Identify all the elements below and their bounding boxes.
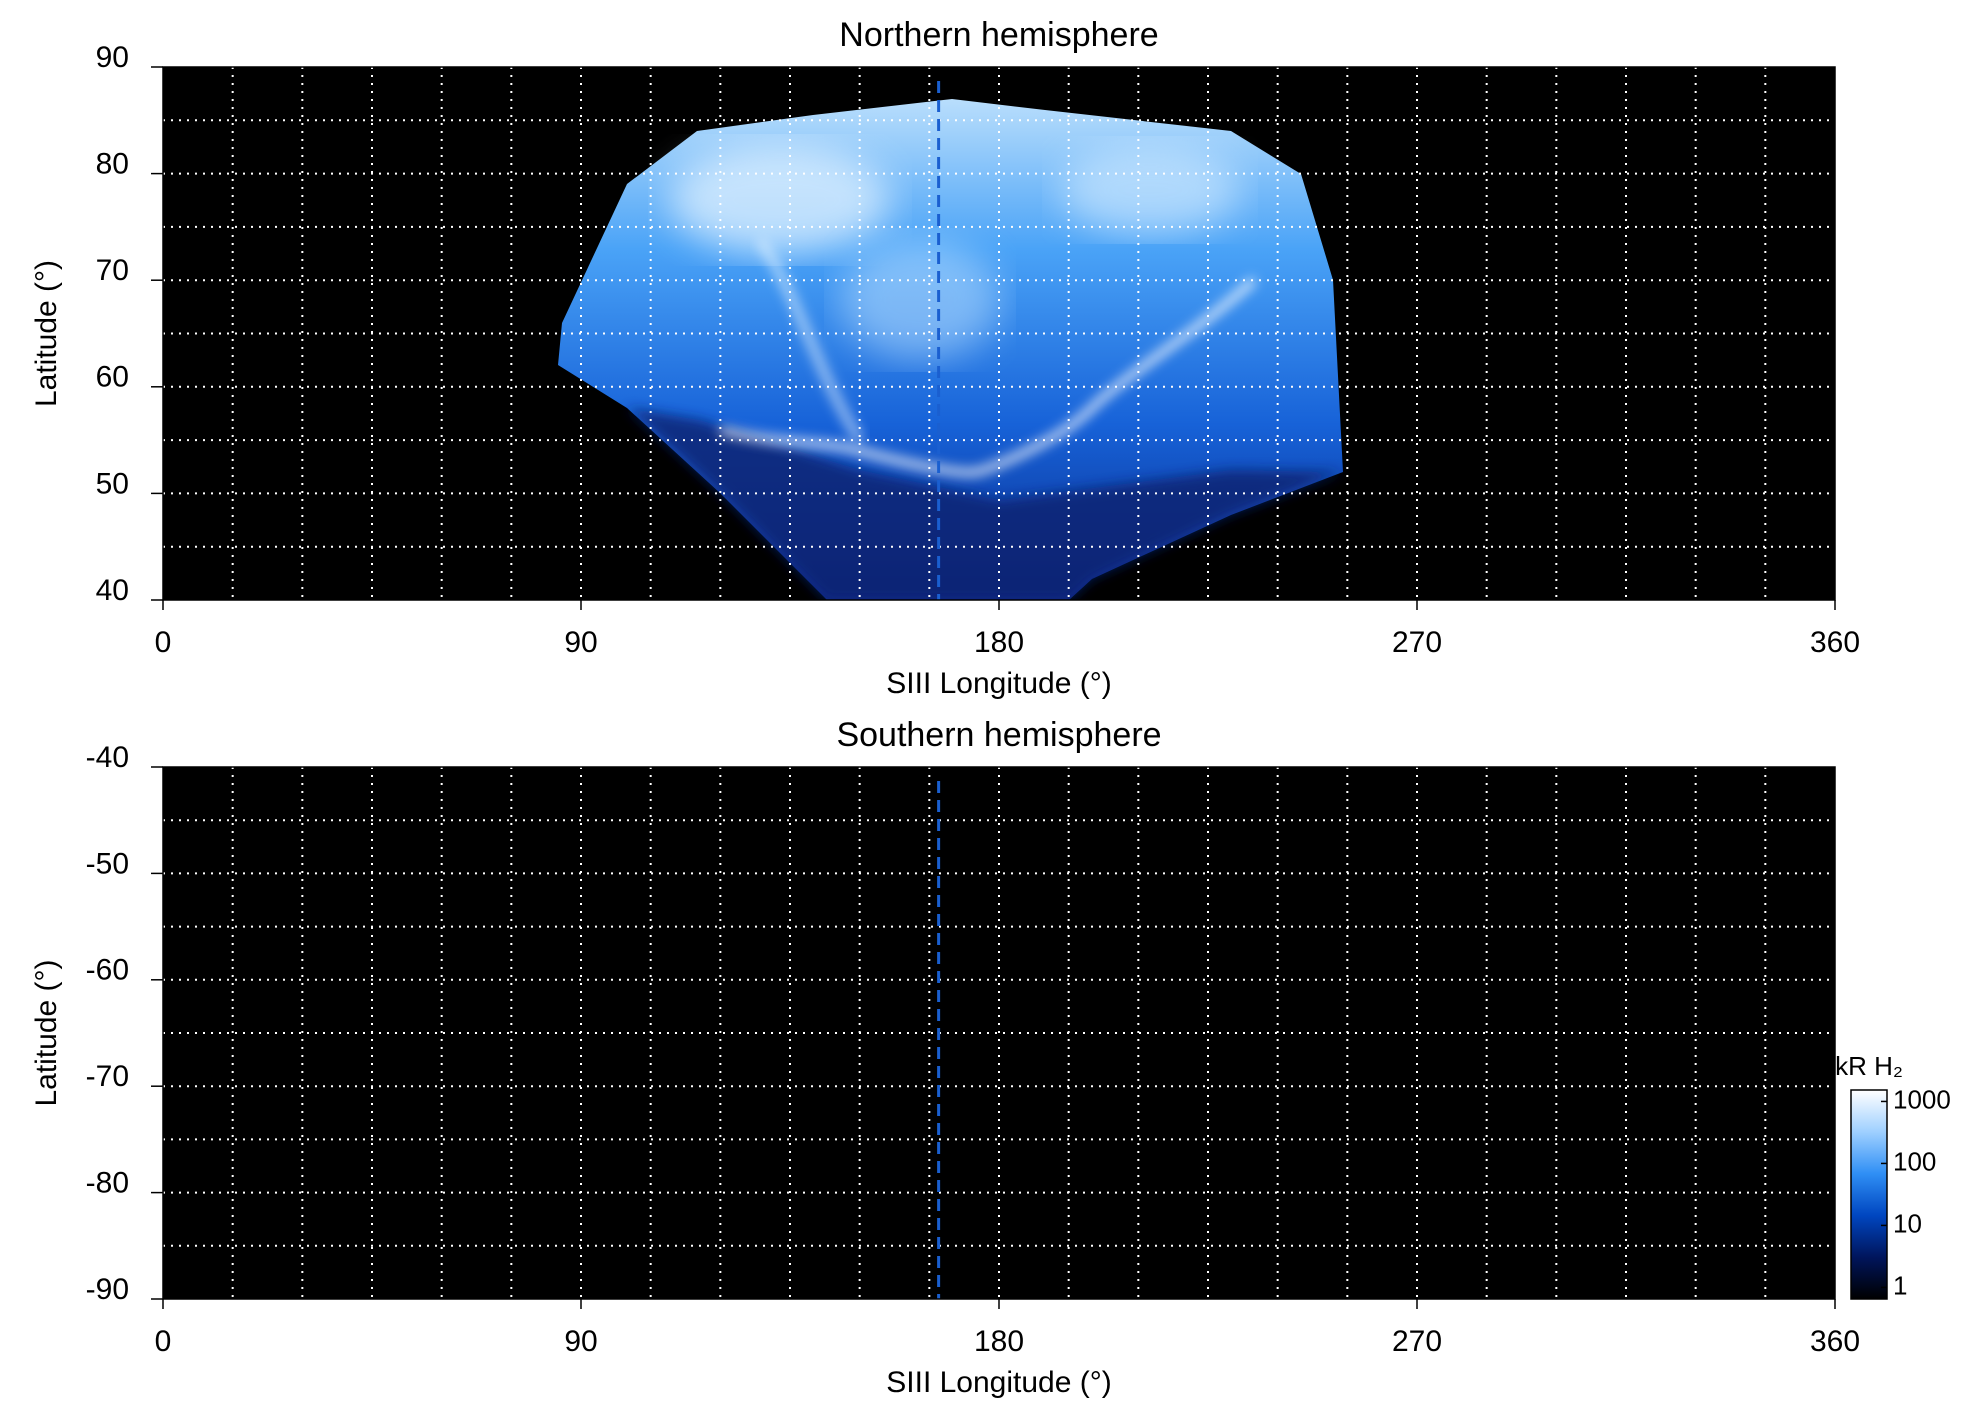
x-tick-label: 0 (155, 626, 172, 659)
y-tick-label: -40 (86, 741, 129, 774)
y-tick-label: 40 (96, 574, 129, 607)
y-tick-label: -90 (86, 1273, 129, 1306)
y-tick-label: 70 (96, 254, 129, 287)
y-tick-label: 90 (96, 41, 129, 74)
colorbar-tick-label: 100 (1893, 1146, 1936, 1176)
colorbar-tick-label: 10 (1893, 1208, 1922, 1238)
x-tick-label: 0 (155, 1325, 172, 1358)
x-tick-label: 180 (974, 1325, 1024, 1358)
y-tick-label: -60 (86, 954, 129, 987)
x-axis-label: SIII Longitude (°) (886, 667, 1111, 700)
y-tick-label: -70 (86, 1060, 129, 1093)
y-tick-label: 80 (96, 148, 129, 181)
y-tick-label: 60 (96, 361, 129, 394)
y-tick-label: -50 (86, 847, 129, 880)
x-tick-label: 270 (1392, 1325, 1442, 1358)
x-tick-label: 90 (564, 626, 597, 659)
x-tick-label: 90 (564, 1325, 597, 1358)
colorbar-label: kR H₂ (1835, 1051, 1903, 1081)
x-tick-label: 180 (974, 626, 1024, 659)
colorbar-tick-label: 1 (1893, 1270, 1907, 1300)
chart-title: Northern hemisphere (839, 16, 1158, 54)
x-axis-label: SIII Longitude (°) (886, 1366, 1111, 1399)
chart-title: Southern hemisphere (836, 716, 1161, 754)
x-tick-label: 360 (1810, 626, 1860, 659)
y-axis-label: Latitude (°) (30, 959, 63, 1106)
y-axis-label: Latitude (°) (30, 260, 63, 407)
x-tick-label: 360 (1810, 1325, 1860, 1358)
colorbar (1850, 1089, 1888, 1300)
y-tick-label: 50 (96, 467, 129, 500)
colorbar-tick-label: 1000 (1893, 1084, 1951, 1114)
x-tick-label: 270 (1392, 626, 1442, 659)
y-tick-label: -80 (86, 1167, 129, 1200)
